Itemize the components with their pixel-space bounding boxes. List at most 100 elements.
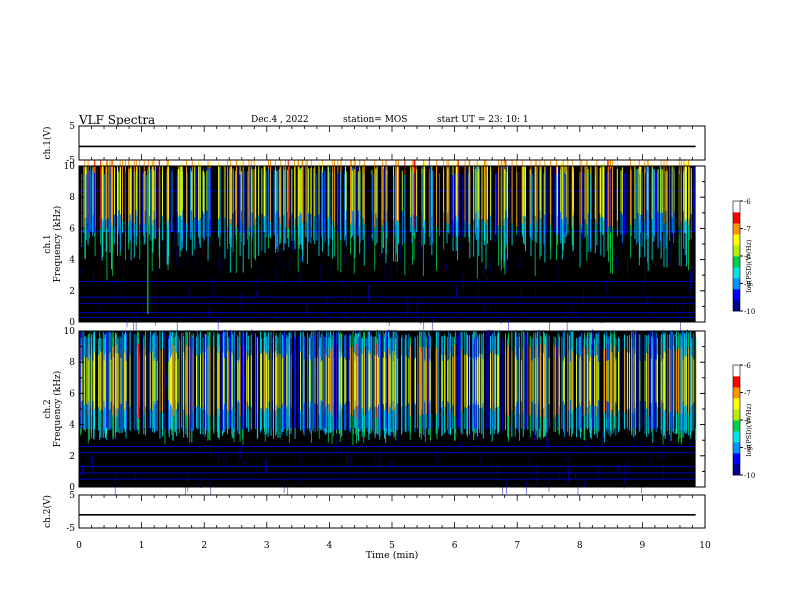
noise-speck bbox=[184, 222, 185, 236]
spike-column bbox=[358, 330, 360, 432]
channel-label: ch.1 bbox=[43, 234, 53, 253]
noise-speck bbox=[433, 360, 434, 381]
spike-core bbox=[515, 355, 517, 407]
spike-column bbox=[120, 338, 122, 429]
spike-core bbox=[277, 353, 279, 409]
spike-core bbox=[135, 171, 137, 211]
spike-core bbox=[175, 352, 177, 410]
noise-speck bbox=[549, 316, 550, 335]
spike-core bbox=[345, 161, 347, 220]
spike-column bbox=[205, 334, 207, 431]
noise-speck bbox=[479, 280, 481, 301]
spike-core bbox=[191, 348, 193, 413]
noise-speck bbox=[661, 234, 663, 249]
spike-core bbox=[224, 164, 226, 218]
spike-core bbox=[227, 351, 229, 411]
spike-column bbox=[182, 332, 184, 432]
x-tick-label: 8 bbox=[577, 541, 583, 551]
spike-core bbox=[353, 352, 355, 410]
spike-core bbox=[614, 361, 616, 401]
spike-core bbox=[199, 163, 201, 219]
spike-column bbox=[268, 168, 270, 236]
noise-speck bbox=[689, 272, 691, 292]
spike-core bbox=[573, 170, 574, 212]
spike-core bbox=[555, 347, 557, 415]
spike-core bbox=[435, 348, 437, 413]
spike-core bbox=[634, 162, 636, 219]
spike-core bbox=[129, 167, 131, 215]
spike-core bbox=[257, 348, 259, 414]
spike-core bbox=[447, 168, 449, 214]
noise-speck bbox=[211, 239, 213, 247]
spike-core bbox=[650, 358, 652, 404]
spike-column bbox=[428, 335, 430, 430]
noise-speck bbox=[249, 339, 250, 361]
spike-core bbox=[579, 358, 581, 404]
spike-column bbox=[147, 330, 148, 429]
spike-column bbox=[533, 333, 535, 428]
spike-core bbox=[344, 357, 346, 405]
spike-column bbox=[430, 174, 432, 233]
spike-column bbox=[88, 170, 90, 239]
spike-core bbox=[688, 162, 690, 220]
spike-core bbox=[120, 357, 122, 404]
noise-speck bbox=[517, 407, 519, 412]
spike-column bbox=[650, 330, 652, 429]
spike-core bbox=[345, 360, 347, 402]
noise-speck bbox=[93, 274, 95, 282]
spike-column bbox=[119, 332, 121, 428]
spike-core bbox=[111, 156, 113, 226]
spike-column bbox=[457, 335, 459, 429]
spike-core bbox=[161, 349, 163, 413]
noise-speck bbox=[627, 422, 628, 435]
spike-core bbox=[414, 153, 416, 229]
channel-label: ch.2 bbox=[43, 399, 53, 418]
spike-column bbox=[694, 166, 696, 232]
spike-column bbox=[383, 168, 385, 233]
spike-column bbox=[372, 336, 374, 432]
spike-core bbox=[222, 352, 224, 410]
noise-speck bbox=[597, 415, 599, 419]
spike-column bbox=[538, 330, 540, 429]
spike-core bbox=[237, 361, 239, 401]
spike-column bbox=[665, 173, 667, 249]
noise-speck bbox=[417, 233, 419, 251]
spike-core bbox=[670, 349, 672, 413]
spike-column bbox=[322, 173, 323, 238]
spike-core bbox=[621, 167, 623, 215]
noise-speck bbox=[360, 229, 362, 241]
spike-core bbox=[596, 159, 598, 223]
noise-speck bbox=[497, 460, 499, 481]
spike-core bbox=[637, 168, 639, 213]
spike-core bbox=[457, 153, 459, 229]
spike-core bbox=[639, 360, 641, 401]
spike-column bbox=[332, 338, 334, 433]
noise-speck bbox=[290, 198, 292, 217]
spike-core bbox=[607, 359, 609, 403]
spike-column bbox=[438, 330, 439, 429]
spike-core bbox=[275, 351, 277, 411]
spike-column bbox=[107, 332, 109, 431]
spike-core bbox=[599, 167, 601, 214]
spike-core bbox=[124, 353, 126, 409]
colorbar-tick-label: -6 bbox=[744, 362, 751, 370]
spike-column bbox=[83, 330, 85, 431]
spike-core bbox=[646, 171, 648, 211]
noise-speck bbox=[682, 306, 683, 312]
spike-core bbox=[397, 358, 399, 404]
noise-speck bbox=[108, 439, 110, 443]
noise-speck bbox=[496, 235, 498, 242]
noise-speck bbox=[295, 234, 297, 237]
colorbar-segment bbox=[733, 431, 740, 443]
spike-column bbox=[284, 170, 286, 244]
spike-core bbox=[356, 343, 357, 418]
spike-column bbox=[146, 175, 148, 233]
noise-speck bbox=[188, 283, 190, 300]
spike-core bbox=[354, 160, 356, 222]
spike-core bbox=[149, 352, 151, 410]
spike-core bbox=[227, 154, 229, 227]
noise-speck bbox=[185, 482, 186, 501]
spike-core bbox=[490, 353, 491, 409]
spike-core bbox=[351, 170, 353, 211]
spike-core bbox=[136, 166, 138, 216]
